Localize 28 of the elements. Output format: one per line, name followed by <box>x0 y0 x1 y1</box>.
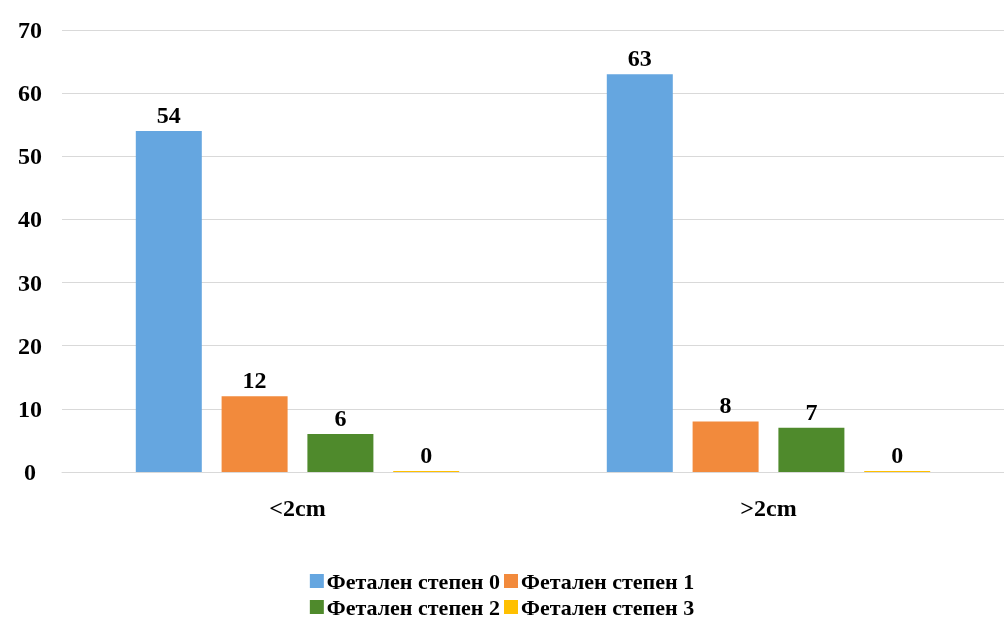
data-label: 0 <box>420 442 433 468</box>
data-label: 12 <box>242 367 267 394</box>
legend-label: Фетален степен 0 <box>326 568 501 594</box>
data-label: 54 <box>156 102 181 129</box>
bar <box>221 396 288 472</box>
y-tick-label: 70 <box>18 17 42 43</box>
data-label: 63 <box>627 45 652 72</box>
data-label: 7 <box>805 398 818 425</box>
data-label: 8 <box>719 392 732 419</box>
y-tick-label: 40 <box>18 206 42 233</box>
x-tick-label: <2cm <box>269 495 326 521</box>
y-tick-label: 30 <box>18 269 42 296</box>
x-tick-label: >2cm <box>740 495 797 521</box>
data-label: 6 <box>334 405 347 432</box>
bar <box>778 427 845 472</box>
y-tick-label: 10 <box>18 395 42 422</box>
y-tick-label: 50 <box>18 143 42 170</box>
bar <box>692 421 759 472</box>
data-label: 0 <box>891 442 904 468</box>
y-tick-label: 60 <box>18 80 42 107</box>
bar <box>135 131 202 472</box>
bar <box>307 434 374 472</box>
legend-label: Фетален степен 1 <box>521 568 695 594</box>
y-tick-label: 20 <box>18 332 42 359</box>
y-tick-label: 0 <box>24 459 36 485</box>
legend-label: Фетален степен 2 <box>326 594 501 620</box>
legend-label: Фетален степен 3 <box>521 594 695 620</box>
bar <box>606 74 673 472</box>
